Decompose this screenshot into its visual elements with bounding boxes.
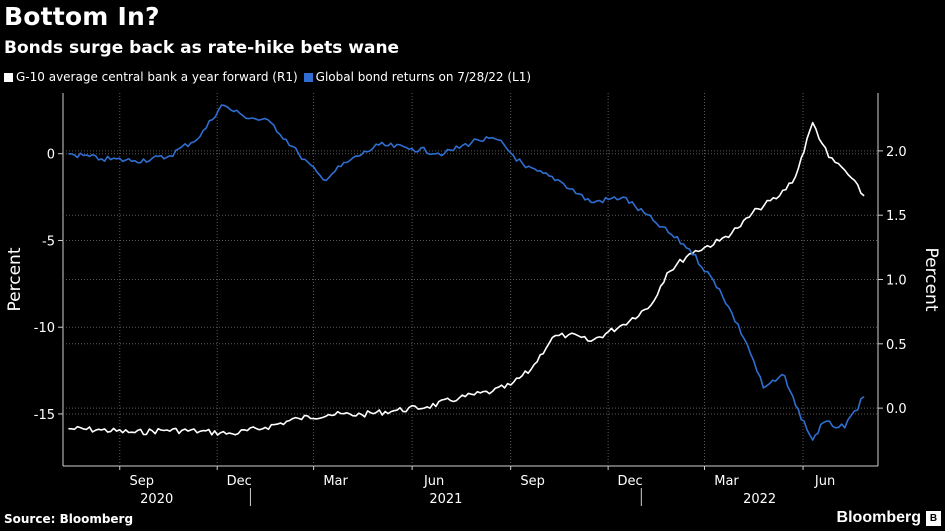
x-tick-label-5: Dec — [618, 474, 643, 489]
right-tick-label-3: 0.5 — [886, 338, 907, 353]
left-axis-title: Percent — [5, 247, 25, 311]
legend-item-bonds: Global bond returns on 7/28/22 (L1) — [303, 70, 532, 84]
legend-swatch-blue — [303, 72, 313, 82]
right-tick-label-2: 1.0 — [886, 274, 907, 289]
legend-swatch-white — [4, 72, 13, 82]
left-tick-label-0: 0 — [47, 148, 55, 163]
left-tick-label-3: -15 — [34, 408, 55, 423]
x-tick-label-7: Jun — [814, 474, 835, 489]
x-tick-label-1: Dec — [227, 474, 252, 489]
right-tick-label-0: 2.0 — [886, 145, 907, 160]
right-tick-label-4: 0.0 — [886, 402, 907, 417]
chart-title: Bottom In? — [4, 2, 160, 31]
x-tick-label-6: Mar — [714, 474, 739, 489]
x-tick-label-2: Mar — [323, 474, 348, 489]
brand-logo-text: Bloomberg — [836, 509, 921, 526]
year-label-2: 2022 — [743, 492, 776, 507]
year-label-1: 2021 — [429, 492, 462, 507]
year-label-0: 2020 — [140, 492, 173, 507]
series-line-global-bond-returns — [68, 104, 865, 441]
left-tick-label-1: -5 — [42, 234, 55, 249]
x-tick-label-0: Sep — [130, 474, 155, 489]
left-tick-label-2: -10 — [34, 321, 55, 336]
right-tick-label-1: 1.5 — [886, 209, 907, 224]
x-tick-label-4: Sep — [520, 474, 545, 489]
legend-label-g10: G-10 average central bank a year forward… — [16, 70, 298, 84]
source-note: Source: Bloomberg — [4, 512, 134, 526]
right-axis-title: Percent — [921, 248, 941, 312]
brand-logo-icon: B — [926, 511, 941, 526]
series-line-g10-central-bank — [68, 121, 865, 436]
legend: G-10 average central bank a year forward… — [4, 70, 537, 84]
x-tick-label-3: Jun — [423, 474, 444, 489]
legend-label-bonds: Global bond returns on 7/28/22 (L1) — [315, 70, 532, 84]
legend-item-g10: G-10 average central bank a year forward… — [4, 70, 298, 84]
chart-subtitle: Bonds surge back as rate-hike bets wane — [4, 38, 400, 58]
